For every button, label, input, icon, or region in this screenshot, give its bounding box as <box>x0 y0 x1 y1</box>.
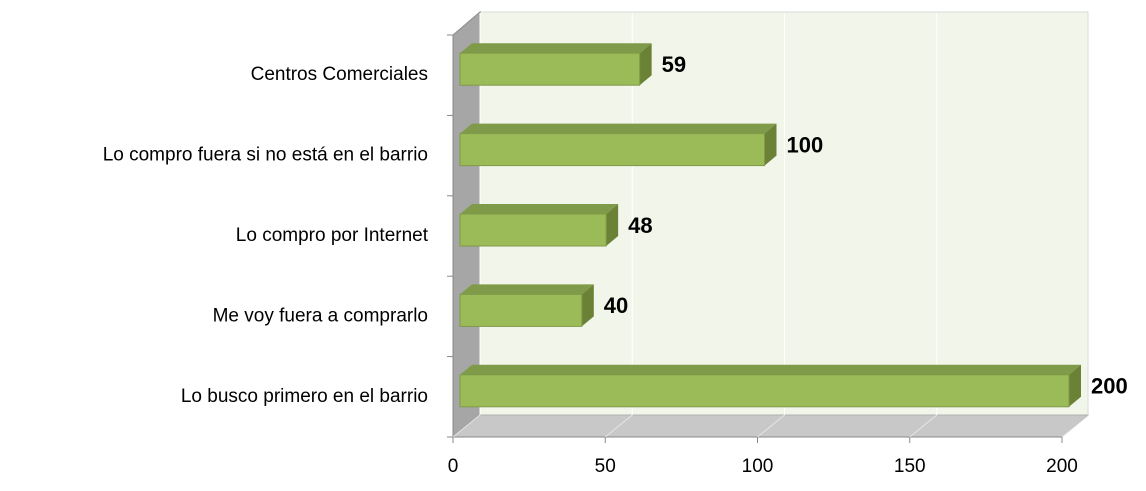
y-tick-label: Lo busco primero en el barrio <box>181 386 428 407</box>
bar <box>459 374 1070 408</box>
value-label: 59 <box>662 52 686 77</box>
x-tick-label: 100 <box>742 456 774 477</box>
bar <box>459 213 607 247</box>
bar-side <box>639 43 652 86</box>
value-label: 40 <box>604 293 628 318</box>
value-label: 48 <box>628 213 652 238</box>
x-tick-label: 0 <box>448 456 459 477</box>
y-tick-label: Lo compro por Internet <box>236 225 429 246</box>
y-tick-label: Lo compro fuera si no está en el barrio <box>103 145 428 166</box>
grid-line <box>604 414 633 438</box>
bar-top <box>460 204 619 214</box>
bar-top <box>460 284 594 295</box>
bar-side <box>581 284 594 327</box>
bar-top <box>460 364 1081 375</box>
bar <box>459 293 583 327</box>
bar-side <box>764 123 777 166</box>
bar-top <box>460 123 777 134</box>
grid-line <box>452 414 481 438</box>
bar-side <box>1069 364 1081 407</box>
y-tick-label: Centros Comerciales <box>251 64 428 85</box>
x-tick-label: 50 <box>595 456 616 477</box>
bar-side <box>606 204 619 246</box>
bar <box>459 52 641 86</box>
value-label: 100 <box>787 132 824 157</box>
bar-top <box>460 43 652 54</box>
grid-line <box>757 414 785 438</box>
grid-line <box>1061 414 1090 438</box>
grid-line <box>909 414 938 438</box>
x-tick-label: 150 <box>894 456 926 477</box>
value-label: 200 <box>1091 374 1128 399</box>
y-tick-label: Me voy fuera a comprarlo <box>213 305 428 326</box>
bar <box>459 133 765 167</box>
x-tick-label: 200 <box>1046 456 1078 477</box>
